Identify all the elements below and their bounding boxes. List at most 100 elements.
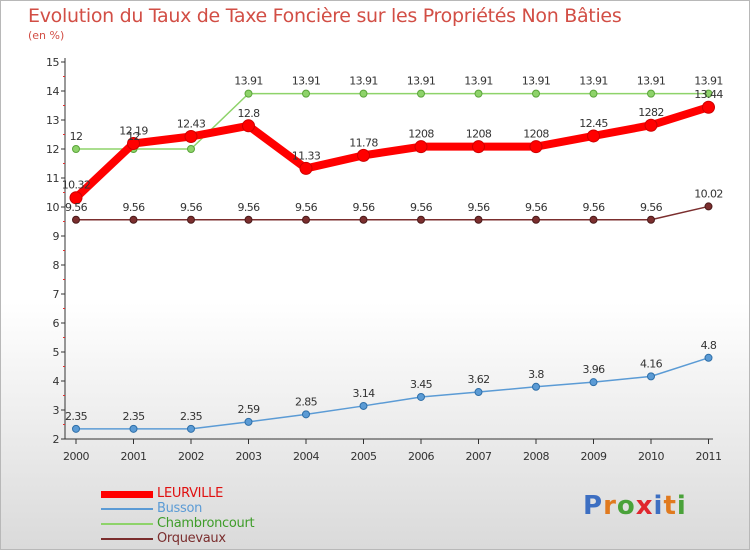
x-tick-label: 2002	[178, 450, 204, 463]
data-point-busson	[417, 392, 425, 401]
data-label-busson: 3.14	[352, 387, 375, 400]
data-label-busson: 2.35	[122, 410, 145, 423]
data-point-leurville	[414, 140, 428, 154]
data-label-leurville: 1208	[466, 128, 492, 141]
data-point-orquevaux	[187, 215, 195, 224]
data-point-leurville	[184, 130, 198, 144]
data-point-chambroncourt	[359, 89, 368, 98]
data-point-orquevaux	[704, 202, 713, 211]
data-label-busson: 2.59	[237, 403, 260, 416]
data-point-leurville	[529, 140, 543, 154]
data-labels-layer: 10.32 12.19 12.43 12.8 11.33 11.78 1208 1208 120…	[62, 75, 724, 423]
data-point-busson	[129, 424, 138, 433]
data-label-busson: 2.35	[180, 410, 203, 423]
legend-label: Busson	[157, 501, 203, 516]
data-label-busson: 3.62	[467, 373, 489, 386]
y-tick-label: 5	[53, 346, 60, 359]
data-point-leurville	[69, 191, 83, 205]
data-point-orquevaux	[72, 215, 80, 224]
data-label-leurville: 1208	[408, 128, 434, 141]
data-label-chambroncourt: 13.91	[522, 75, 551, 88]
data-point-chambroncourt	[417, 89, 425, 98]
x-tick-label: 2011	[696, 450, 722, 463]
x-tick-label: 2009	[581, 450, 607, 463]
data-label-chambroncourt: 13.91	[579, 75, 608, 88]
y-tick-label: 10	[46, 201, 59, 214]
x-tick-label: 2004	[293, 450, 319, 463]
data-point-orquevaux	[589, 215, 598, 224]
data-point-chambroncourt	[474, 89, 483, 98]
chart-subtitle: (en %)	[28, 29, 65, 42]
y-tick-label: 11	[46, 172, 59, 185]
data-point-busson	[532, 382, 540, 391]
data-label-leurville: 12.19	[119, 124, 148, 137]
data-label-chambroncourt: 13.91	[292, 75, 321, 88]
data-label-orquevaux: 9.56	[525, 201, 548, 214]
data-label-leurville: 1208	[523, 128, 549, 141]
series-line-leurville	[72, 103, 713, 202]
legend-swatch	[101, 523, 153, 525]
data-point-orquevaux	[417, 215, 425, 224]
x-tick-label: 2007	[466, 450, 492, 463]
logo-letter: t	[663, 491, 677, 521]
data-point-busson	[187, 424, 195, 433]
logo-letter: i	[676, 491, 687, 521]
data-label-leurville: 10.32	[62, 179, 91, 192]
data-point-leurville	[587, 129, 600, 143]
data-label-chambroncourt: 13.91	[694, 75, 723, 88]
data-point-orquevaux	[244, 215, 253, 224]
data-point-orquevaux	[532, 215, 540, 224]
data-point-chambroncourt	[589, 89, 598, 98]
data-point-chambroncourt	[532, 89, 540, 98]
legend-label: LEURVILLE	[157, 486, 224, 501]
logo-letter: o	[616, 491, 636, 521]
data-label-busson: 3.8	[528, 368, 544, 381]
y-tick-label: 13	[46, 114, 59, 127]
data-point-busson	[302, 410, 310, 419]
x-tick-label: 2003	[236, 450, 262, 463]
data-label-leurville: 11.33	[292, 149, 321, 162]
data-label-chambroncourt: 13.91	[234, 75, 263, 88]
y-tick-label: 7	[53, 288, 60, 301]
series-line-busson	[75, 357, 710, 430]
y-tick-label: 2	[53, 433, 60, 446]
data-point-orquevaux	[647, 215, 655, 224]
data-label-busson: 3.45	[410, 378, 433, 391]
data-label-chambroncourt: 13.91	[637, 75, 666, 88]
x-tick-label: 2005	[351, 450, 377, 463]
series-line-chambroncourt	[75, 92, 710, 150]
x-tick-label: 2008	[523, 450, 549, 463]
data-label-chambroncourt: 12	[127, 130, 140, 143]
data-point-chambroncourt	[244, 89, 253, 98]
data-label-orquevaux: 9.56	[640, 201, 663, 214]
data-label-orquevaux: 9.56	[65, 201, 88, 214]
data-label-busson: 2.85	[295, 395, 318, 408]
legend-label: Orquevaux	[157, 531, 226, 546]
data-label-orquevaux: 9.56	[180, 201, 203, 214]
data-label-orquevaux: 10.02	[694, 187, 723, 200]
data-point-chambroncourt	[302, 89, 310, 98]
data-label-orquevaux: 9.56	[352, 201, 375, 214]
data-label-busson: 4.16	[640, 357, 663, 370]
data-point-busson	[359, 401, 368, 410]
data-point-leurville	[299, 161, 313, 175]
data-point-leurville	[702, 100, 715, 114]
legend-swatch	[101, 491, 153, 498]
data-label-leurville: 11.78	[349, 136, 378, 149]
data-label-chambroncourt: 13.91	[407, 75, 436, 88]
data-point-busson	[474, 388, 483, 397]
data-point-chambroncourt	[704, 89, 713, 98]
data-point-busson	[589, 378, 598, 387]
x-tick-label: 2000	[63, 450, 89, 463]
data-label-busson: 4.8	[701, 339, 717, 352]
data-point-busson	[72, 424, 80, 433]
data-label-busson: 2.35	[65, 410, 88, 423]
y-tick-label: 3	[53, 404, 60, 417]
data-label-chambroncourt: 13.91	[464, 75, 493, 88]
data-label-orquevaux: 9.56	[467, 201, 490, 214]
data-label-orquevaux: 9.56	[410, 201, 433, 214]
data-label-leurville: 12.8	[237, 107, 260, 120]
data-label-busson: 3.96	[582, 363, 605, 376]
data-point-chambroncourt	[187, 145, 195, 153]
